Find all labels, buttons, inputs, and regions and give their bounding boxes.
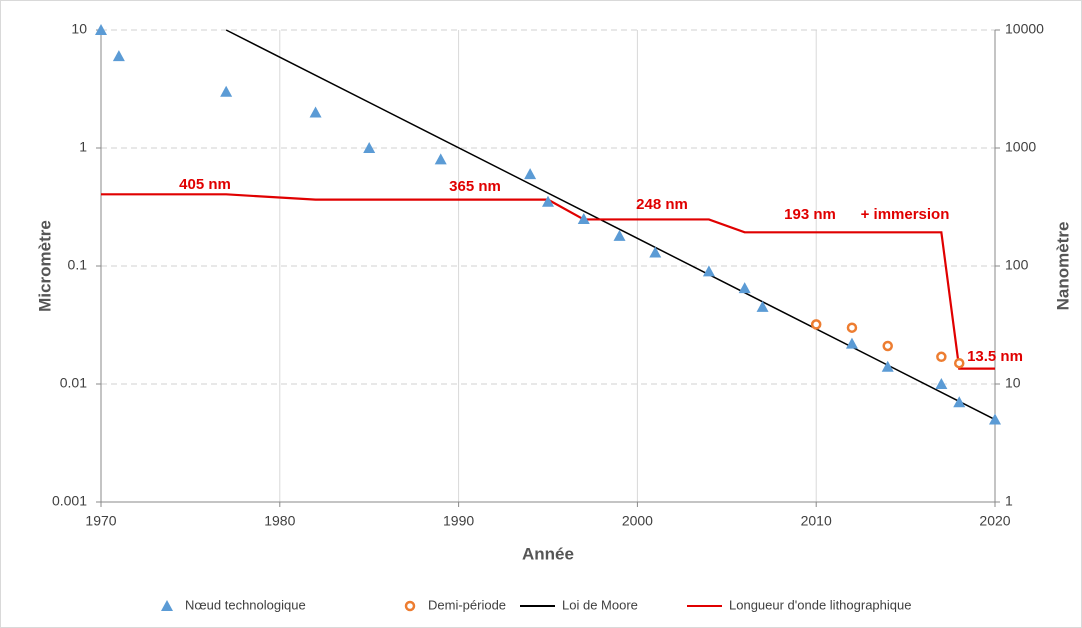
y-tick-label: 0.1 <box>68 257 88 273</box>
x-axis-label: Année <box>522 544 574 563</box>
series-line <box>101 193 995 370</box>
triangle-marker <box>613 229 626 241</box>
triangle-marker <box>738 282 751 294</box>
circle-marker <box>810 319 822 330</box>
triangle-marker <box>434 153 447 165</box>
legend-marker <box>161 600 173 611</box>
legend-marker <box>404 600 416 612</box>
y2-tick-label: 1 <box>1005 493 1013 509</box>
x-tick-label: 1980 <box>264 513 295 529</box>
x-tick-label: 1970 <box>85 513 116 529</box>
annotation: + immersion <box>861 206 950 223</box>
circle-marker <box>936 351 947 363</box>
triangle-marker <box>524 168 537 180</box>
x-tick-label: 1990 <box>443 513 474 529</box>
x-tick-label: 2020 <box>979 513 1010 529</box>
circle-marker <box>882 340 893 352</box>
legend-label: Longueur d'onde lithographique <box>729 597 911 612</box>
triangle-marker <box>112 50 125 62</box>
triangle-marker <box>989 413 1001 425</box>
x-tick-label: 2010 <box>801 513 832 529</box>
triangle-marker <box>702 265 715 277</box>
x-tick-label: 2000 <box>622 513 653 529</box>
legend-label: Nœud technologique <box>185 597 306 612</box>
triangle-marker <box>953 396 966 408</box>
legend-label: Demi-période <box>428 597 506 612</box>
triangle-marker <box>756 300 769 312</box>
annotation: 405 nm <box>179 176 231 193</box>
series-line <box>225 29 996 421</box>
triangle-marker <box>881 360 894 372</box>
triangle-marker <box>95 24 107 35</box>
legend-label: Loi de Moore <box>562 597 638 612</box>
triangle-marker <box>649 246 662 258</box>
y2-tick-label: 100 <box>1005 257 1029 273</box>
triangle-marker <box>935 378 948 389</box>
annotation: 193 nm <box>784 206 836 223</box>
y-tick-label: 0.001 <box>52 493 87 509</box>
triangle-marker <box>577 213 590 225</box>
circle-marker <box>953 357 965 369</box>
triangle-marker <box>309 106 322 118</box>
y2-axis-label: Nanomètre <box>1053 222 1072 311</box>
annotation: 13.5 nm <box>967 348 1023 365</box>
y-tick-label: 0.01 <box>60 375 87 391</box>
y-tick-label: 10 <box>71 21 87 37</box>
y-axis-label: Micromètre <box>35 220 54 312</box>
triangle-marker <box>542 195 554 207</box>
circle-marker <box>846 322 858 333</box>
y2-tick-label: 1000 <box>1005 139 1036 155</box>
annotation: 248 nm <box>636 196 688 213</box>
annotation: 365 nm <box>449 178 501 195</box>
triangle-marker <box>845 337 858 349</box>
y-tick-label: 1 <box>79 139 87 155</box>
triangle-marker <box>220 85 233 97</box>
y2-tick-label: 10000 <box>1005 21 1044 37</box>
y2-tick-label: 10 <box>1005 375 1021 391</box>
triangle-marker <box>363 142 376 153</box>
